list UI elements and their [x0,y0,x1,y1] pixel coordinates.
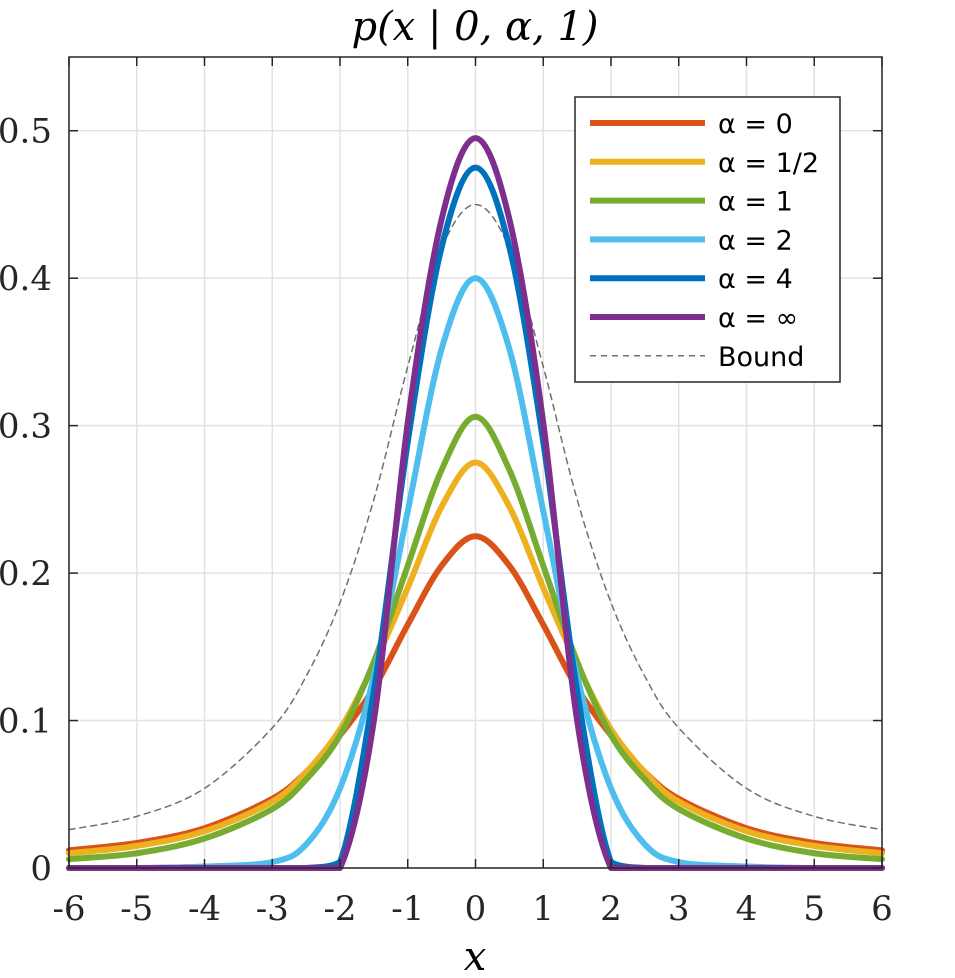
legend-label: α = 0 [718,109,793,140]
chart-title: p(x | 0, α, 1) [351,4,598,50]
y-tick-labels: 0 0.1 0.2 0.3 0.4 0.5 [0,112,52,889]
legend-label: α = 2 [718,225,793,256]
y-tick-label: 0.5 [0,112,52,152]
legend-label: α = 1 [718,187,793,218]
x-tick-label: 1 [532,889,554,929]
x-tick-label: 2 [600,889,622,929]
x-tick-label: -6 [52,889,85,929]
x-tick-label: 3 [668,889,690,929]
x-tick-label: -5 [120,889,153,929]
x-tick-label: -3 [256,889,289,929]
x-tick-labels: -6 -5 -4 -3 -2 -1 0 1 2 3 4 5 6 [52,889,892,929]
y-tick-label: 0.3 [0,407,52,447]
x-axis-label: x [464,934,487,978]
legend-entries: α = 0 α = 1/2 α = 1 α = 2 α = 4 α = ∞ Bound [590,109,819,373]
legend-label: Bound [718,342,804,373]
y-tick-label: 0.4 [0,259,52,299]
x-tick-label: -2 [323,889,356,929]
x-tick-label: -1 [391,889,424,929]
ticks [68,57,883,869]
y-tick-label: 0 [30,849,52,889]
series-line [66,275,885,872]
x-tick-label: -4 [188,889,221,929]
legend-label: α = ∞ [718,303,798,334]
legend: α = 0 α = 1/2 α = 1 α = 2 α = 4 α = ∞ Bound [574,96,841,383]
x-tick-label: 5 [803,889,825,929]
series-line [66,413,885,863]
x-tick-label: 0 [465,889,487,929]
series-line [66,459,885,857]
legend-label: α = 4 [718,264,793,295]
series-line [68,203,883,831]
y-tick-label: 0.2 [0,554,52,594]
x-tick-label: 6 [871,889,893,929]
y-tick-label: 0.1 [0,702,52,742]
legend-label: α = 1/2 [718,148,819,179]
x-tick-label: 4 [736,889,758,929]
